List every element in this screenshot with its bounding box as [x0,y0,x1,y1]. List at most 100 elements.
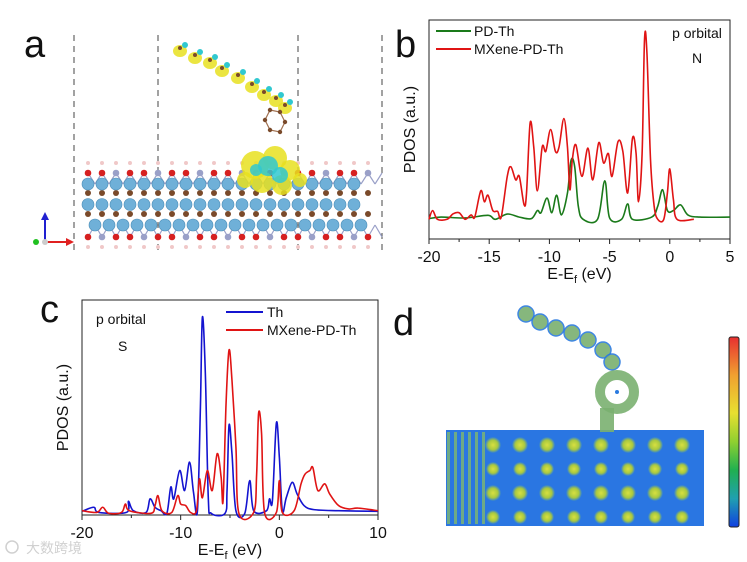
atom-o [126,233,134,241]
ring-center [615,390,619,394]
atom-o [350,169,358,177]
atom-c [225,211,231,217]
atom-ti [81,177,95,191]
legend-label: PD-Th [474,23,514,39]
atom-o [168,233,176,241]
atom-density-spot [540,510,554,524]
x-tick-label: -20 [417,249,440,266]
atom-o [112,233,120,241]
y-axis-label: PDOS (a.u.) [55,364,72,451]
atom-h [212,245,216,249]
atom-c [282,119,288,125]
atom-c [183,190,189,196]
anchor-density [600,408,614,432]
atom-density-spot [674,437,690,453]
series-line-mxene-pd-th [81,348,379,521]
x-tick-label: 0 [275,525,284,542]
x-axis-label: E-Ef (eV) [198,542,262,562]
x-tick-label: -5 [602,249,616,266]
atom-o [182,169,190,177]
atom-density-spot [675,462,689,476]
atom-o [336,169,344,177]
atom-ti [354,218,368,232]
atom-ti [221,198,235,211]
atom-h [128,161,132,165]
atom-density-spot [567,462,581,476]
atom-ti [130,218,144,232]
atom-density-spot [648,510,662,524]
x-axis-label-subscript: f [574,274,578,286]
charge-density-cyan [287,99,293,105]
charge-density-yellow [188,52,202,64]
atom-o [210,233,218,241]
atom-o [280,233,288,241]
panel-label-b: b [395,24,416,66]
atom-c [267,107,273,113]
atom-c [99,190,105,196]
atom-c [85,211,91,217]
atom-ti [333,177,347,191]
atom-c [141,190,147,196]
legend-label: MXene-PD-Th [267,322,356,338]
atom-c [183,211,189,217]
x-arrowhead [66,238,74,246]
slab-edge-stripe [482,432,485,524]
atom-density-spot [620,437,636,453]
atom-ti [193,177,207,191]
atom-c [365,190,371,196]
annotation-element: N [692,50,702,66]
atom-ti [312,218,326,232]
atom-ti [95,198,109,211]
atom-ti [207,177,221,191]
atom-c [274,96,278,100]
atom-o [84,233,92,241]
atom-ti [298,218,312,232]
y-axis-label: PDOS (a.u.) [402,86,419,173]
atom-o [364,169,372,177]
atom-c [155,190,161,196]
origin-dot [42,239,48,245]
atom-ti [221,177,235,191]
molecule-density [547,319,565,337]
atom-h [240,245,244,249]
x-tick-label: -20 [70,525,93,542]
atom-c [236,73,240,77]
atom-c [281,211,287,217]
atom-c [277,129,283,135]
atom-c [193,53,197,57]
atom-h [310,245,314,249]
atom-h [114,245,118,249]
atom-o [322,169,330,177]
panel-a-structure-image [33,35,383,252]
annotation-orbital: p orbital [96,311,146,327]
atom-ti [186,218,200,232]
atom-h [100,161,104,165]
panel-label-c: c [40,289,59,331]
atom-c [99,211,105,217]
atom-density-spot [674,485,690,501]
charge-density-cyan [224,62,230,68]
atom-h [310,161,314,165]
atom-density-spot [485,485,501,501]
atom-o [266,233,274,241]
atom-o [224,233,232,241]
charge-density-yellow [245,81,259,93]
atom-h [338,245,342,249]
molecule-density [579,331,597,349]
atom-o [196,169,204,177]
atom-ti [291,198,305,211]
x-axis-label-unit: (eV) [228,542,263,559]
x-axis-label: E-Ef (eV) [547,266,611,286]
atom-ti [165,177,179,191]
atom-h [352,161,356,165]
atom-o [84,169,92,177]
atom-ti [81,198,95,211]
x-tick-label: 10 [369,525,387,542]
atom-ti [242,218,256,232]
atom-c [178,46,182,50]
charge-density-yellow [257,89,271,101]
atom-o [140,233,148,241]
atom-h [296,245,300,249]
atom-c [267,211,273,217]
annotation-orbital: p orbital [672,25,722,41]
